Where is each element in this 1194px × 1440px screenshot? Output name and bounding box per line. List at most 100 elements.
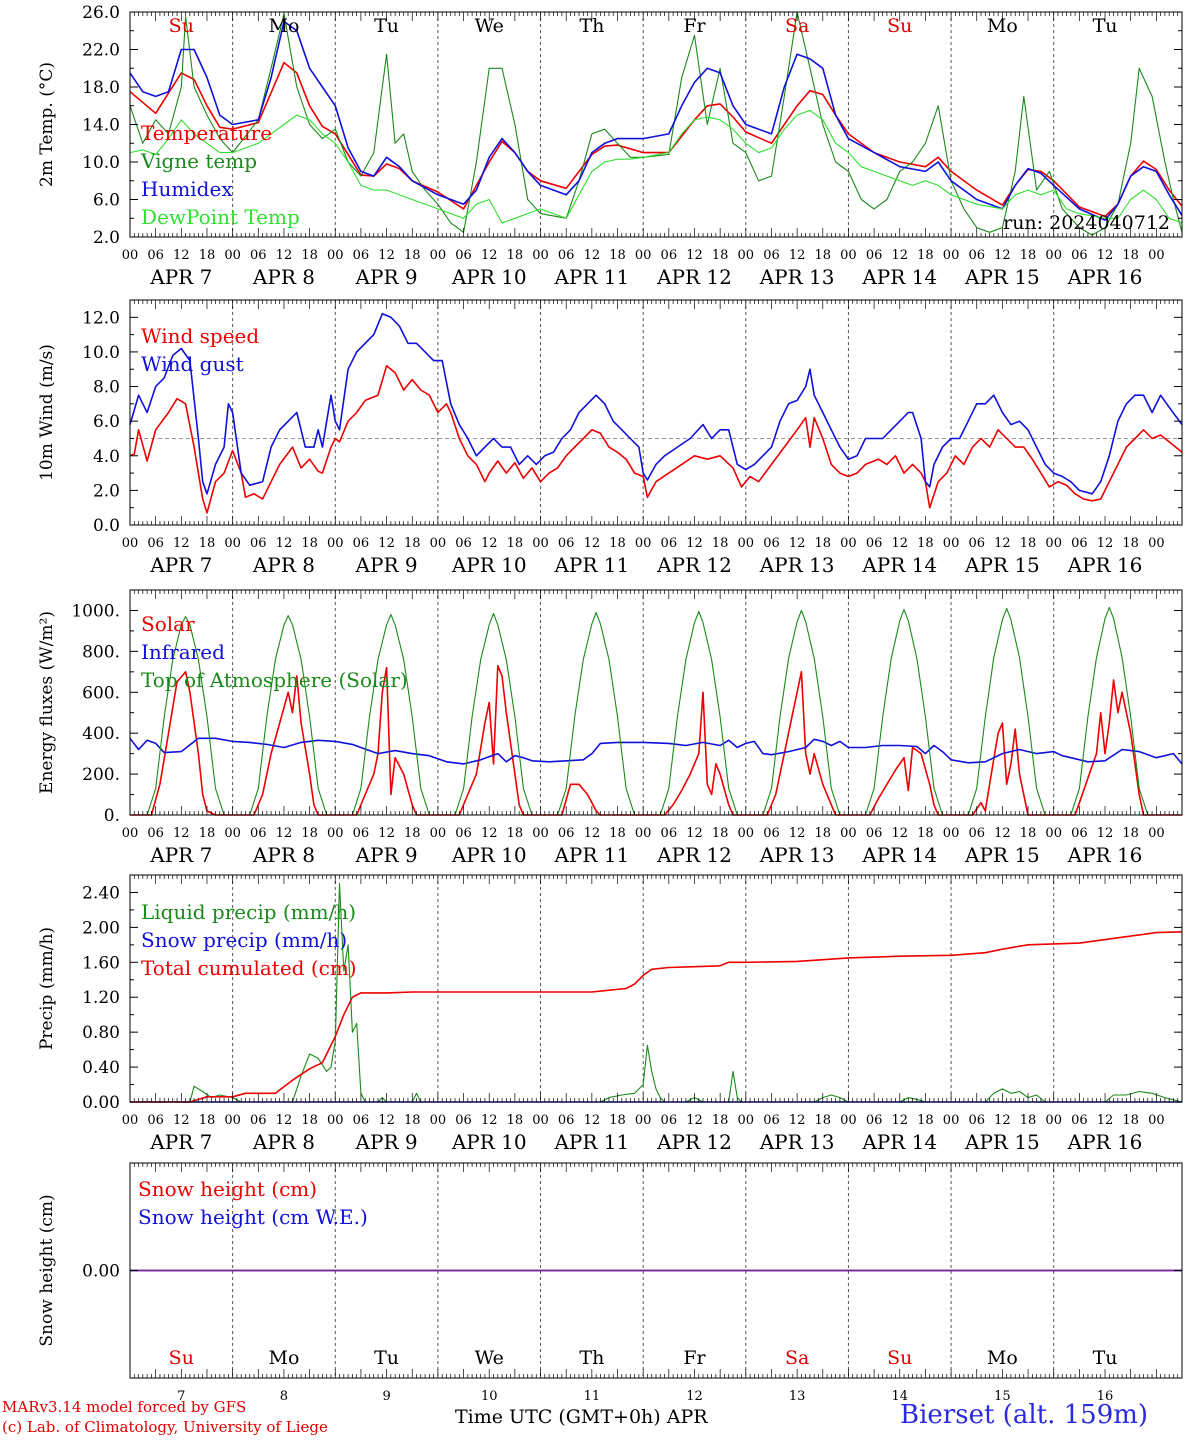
panel-1: 2.0 6.0 10.0 14.0 18.0 22.0 26.0 2m Temp. (°C) 0… — [37, 3, 1183, 289]
date-label: APR 10 — [451, 1130, 527, 1154]
day-number-label: 12 — [686, 1389, 703, 1404]
hour-tick-label: 00 — [430, 536, 447, 551]
hour-tick-label: 06 — [455, 1113, 472, 1128]
weekday-label: Sa — [785, 15, 809, 37]
hour-tick-label: 12 — [378, 826, 395, 841]
hour-tick-label: 12 — [173, 536, 190, 551]
hour-tick-label: 12 — [891, 248, 908, 263]
hour-tick-label: 00 — [1045, 536, 1062, 551]
hour-tick-label: 06 — [455, 826, 472, 841]
y-axis-title: Snow height (cm) — [37, 1194, 57, 1346]
date-label: APR 8 — [252, 843, 315, 867]
hour-tick-label: 18 — [199, 248, 216, 263]
date-label: APR 10 — [451, 843, 527, 867]
hour-tick-label: 06 — [661, 826, 678, 841]
date-label: APR 10 — [451, 265, 527, 289]
hour-tick-label: 18 — [815, 826, 832, 841]
legend-entry: DewPoint Temp — [141, 205, 300, 229]
hour-tick-label: 00 — [430, 1113, 447, 1128]
date-label: APR 9 — [355, 1130, 418, 1154]
weekday-label: Tu — [1093, 15, 1118, 37]
series-line-wind_speed — [129, 364, 1183, 514]
hour-tick-label: 18 — [1122, 826, 1139, 841]
date-label: APR 11 — [553, 553, 629, 577]
hour-tick-label: 00 — [943, 826, 960, 841]
y-tick-label: 0. — [104, 806, 120, 826]
legend-entry: Top of Atmosphere (Solar) — [141, 668, 408, 692]
hour-tick-label: 18 — [917, 536, 934, 551]
hour-tick-label: 18 — [301, 826, 318, 841]
hour-tick-label: 12 — [173, 826, 190, 841]
hour-tick-label: 06 — [661, 536, 678, 551]
weekday-label: Su — [169, 15, 194, 37]
date-label: APR 7 — [149, 1130, 212, 1154]
date-label: APR 8 — [252, 553, 315, 577]
plot-frame — [129, 299, 1183, 526]
hour-tick-label: 06 — [866, 536, 883, 551]
hour-tick-label: 06 — [558, 1113, 575, 1128]
date-label: APR 16 — [1067, 843, 1143, 867]
hour-tick-label: 12 — [481, 1113, 498, 1128]
hour-tick-label: 00 — [532, 1113, 549, 1128]
hour-tick-label: 18 — [917, 1113, 934, 1128]
date-label: APR 14 — [861, 843, 937, 867]
hour-tick-label: 12 — [173, 248, 190, 263]
hour-tick-label: 06 — [353, 536, 370, 551]
legend-entry: Solar — [141, 612, 195, 636]
hour-tick-label: 00 — [738, 826, 755, 841]
hour-tick-label: 12 — [276, 826, 293, 841]
date-label: APR 12 — [656, 265, 732, 289]
date-label: APR 8 — [252, 1130, 315, 1154]
date-label: APR 9 — [355, 265, 418, 289]
hour-tick-label: 18 — [712, 826, 729, 841]
hour-tick-label: 12 — [789, 536, 806, 551]
legend-entry: Infrared — [141, 640, 225, 664]
hour-tick-label: 06 — [147, 826, 164, 841]
hour-tick-label: 18 — [199, 536, 216, 551]
date-label: APR 13 — [759, 843, 835, 867]
weekday-label: We — [475, 1347, 504, 1369]
hour-tick-label: 06 — [353, 248, 370, 263]
date-label: APR 11 — [553, 1130, 629, 1154]
series-line-dewpoint — [129, 109, 1183, 224]
hour-tick-label: 18 — [609, 826, 626, 841]
day-number-label: 11 — [584, 1389, 601, 1404]
legend-entry: Wind speed — [141, 324, 259, 348]
hour-tick-label: 12 — [276, 248, 293, 263]
legend-entry: Snow height (cm) — [138, 1177, 317, 1201]
y-tick-label: 0.0 — [93, 516, 120, 536]
series-line-cumul — [130, 931, 1183, 1103]
hour-tick-label: 00 — [840, 248, 857, 263]
hour-tick-label: 06 — [661, 248, 678, 263]
day-number-label: 14 — [891, 1389, 908, 1404]
weekday-label: Fr — [683, 15, 706, 37]
hour-tick-label: 00 — [943, 248, 960, 263]
hour-tick-label: 00 — [1148, 1113, 1165, 1128]
day-number-label: 10 — [481, 1389, 498, 1404]
date-label: APR 13 — [759, 553, 835, 577]
hour-tick-label: 12 — [276, 536, 293, 551]
hour-tick-label: 12 — [173, 1113, 190, 1128]
hour-tick-label: 12 — [378, 536, 395, 551]
y-tick-label: 26.0 — [82, 3, 120, 23]
run-label: run: 2024040712 — [1003, 212, 1170, 234]
panel-3: 0. 200. 400. 600. 800. 1000. Energy fluxes (W/… — [37, 589, 1183, 867]
y-axis-title: Energy fluxes (W/m²) — [37, 611, 57, 794]
hour-tick-label: 18 — [1122, 536, 1139, 551]
series-line-vigne — [129, 11, 1183, 236]
legend-entry: Total cumulated (cm) — [141, 956, 357, 980]
hour-tick-label: 00 — [943, 536, 960, 551]
hour-tick-label: 18 — [507, 536, 524, 551]
hour-tick-label: 18 — [404, 536, 421, 551]
hour-tick-label: 00 — [943, 1113, 960, 1128]
y-tick-label: 2.40 — [82, 883, 120, 903]
hour-tick-label: 06 — [558, 536, 575, 551]
hour-tick-label: 00 — [430, 248, 447, 263]
y-tick-label: 1000. — [71, 601, 120, 621]
hour-tick-label: 06 — [147, 536, 164, 551]
hour-tick-label: 06 — [661, 1113, 678, 1128]
date-label: APR 13 — [759, 265, 835, 289]
day-number-label: 15 — [994, 1389, 1011, 1404]
y-tick-label: 0.00 — [82, 1262, 120, 1282]
time-axis-title: Time UTC (GMT+0h) APR — [455, 1406, 708, 1428]
